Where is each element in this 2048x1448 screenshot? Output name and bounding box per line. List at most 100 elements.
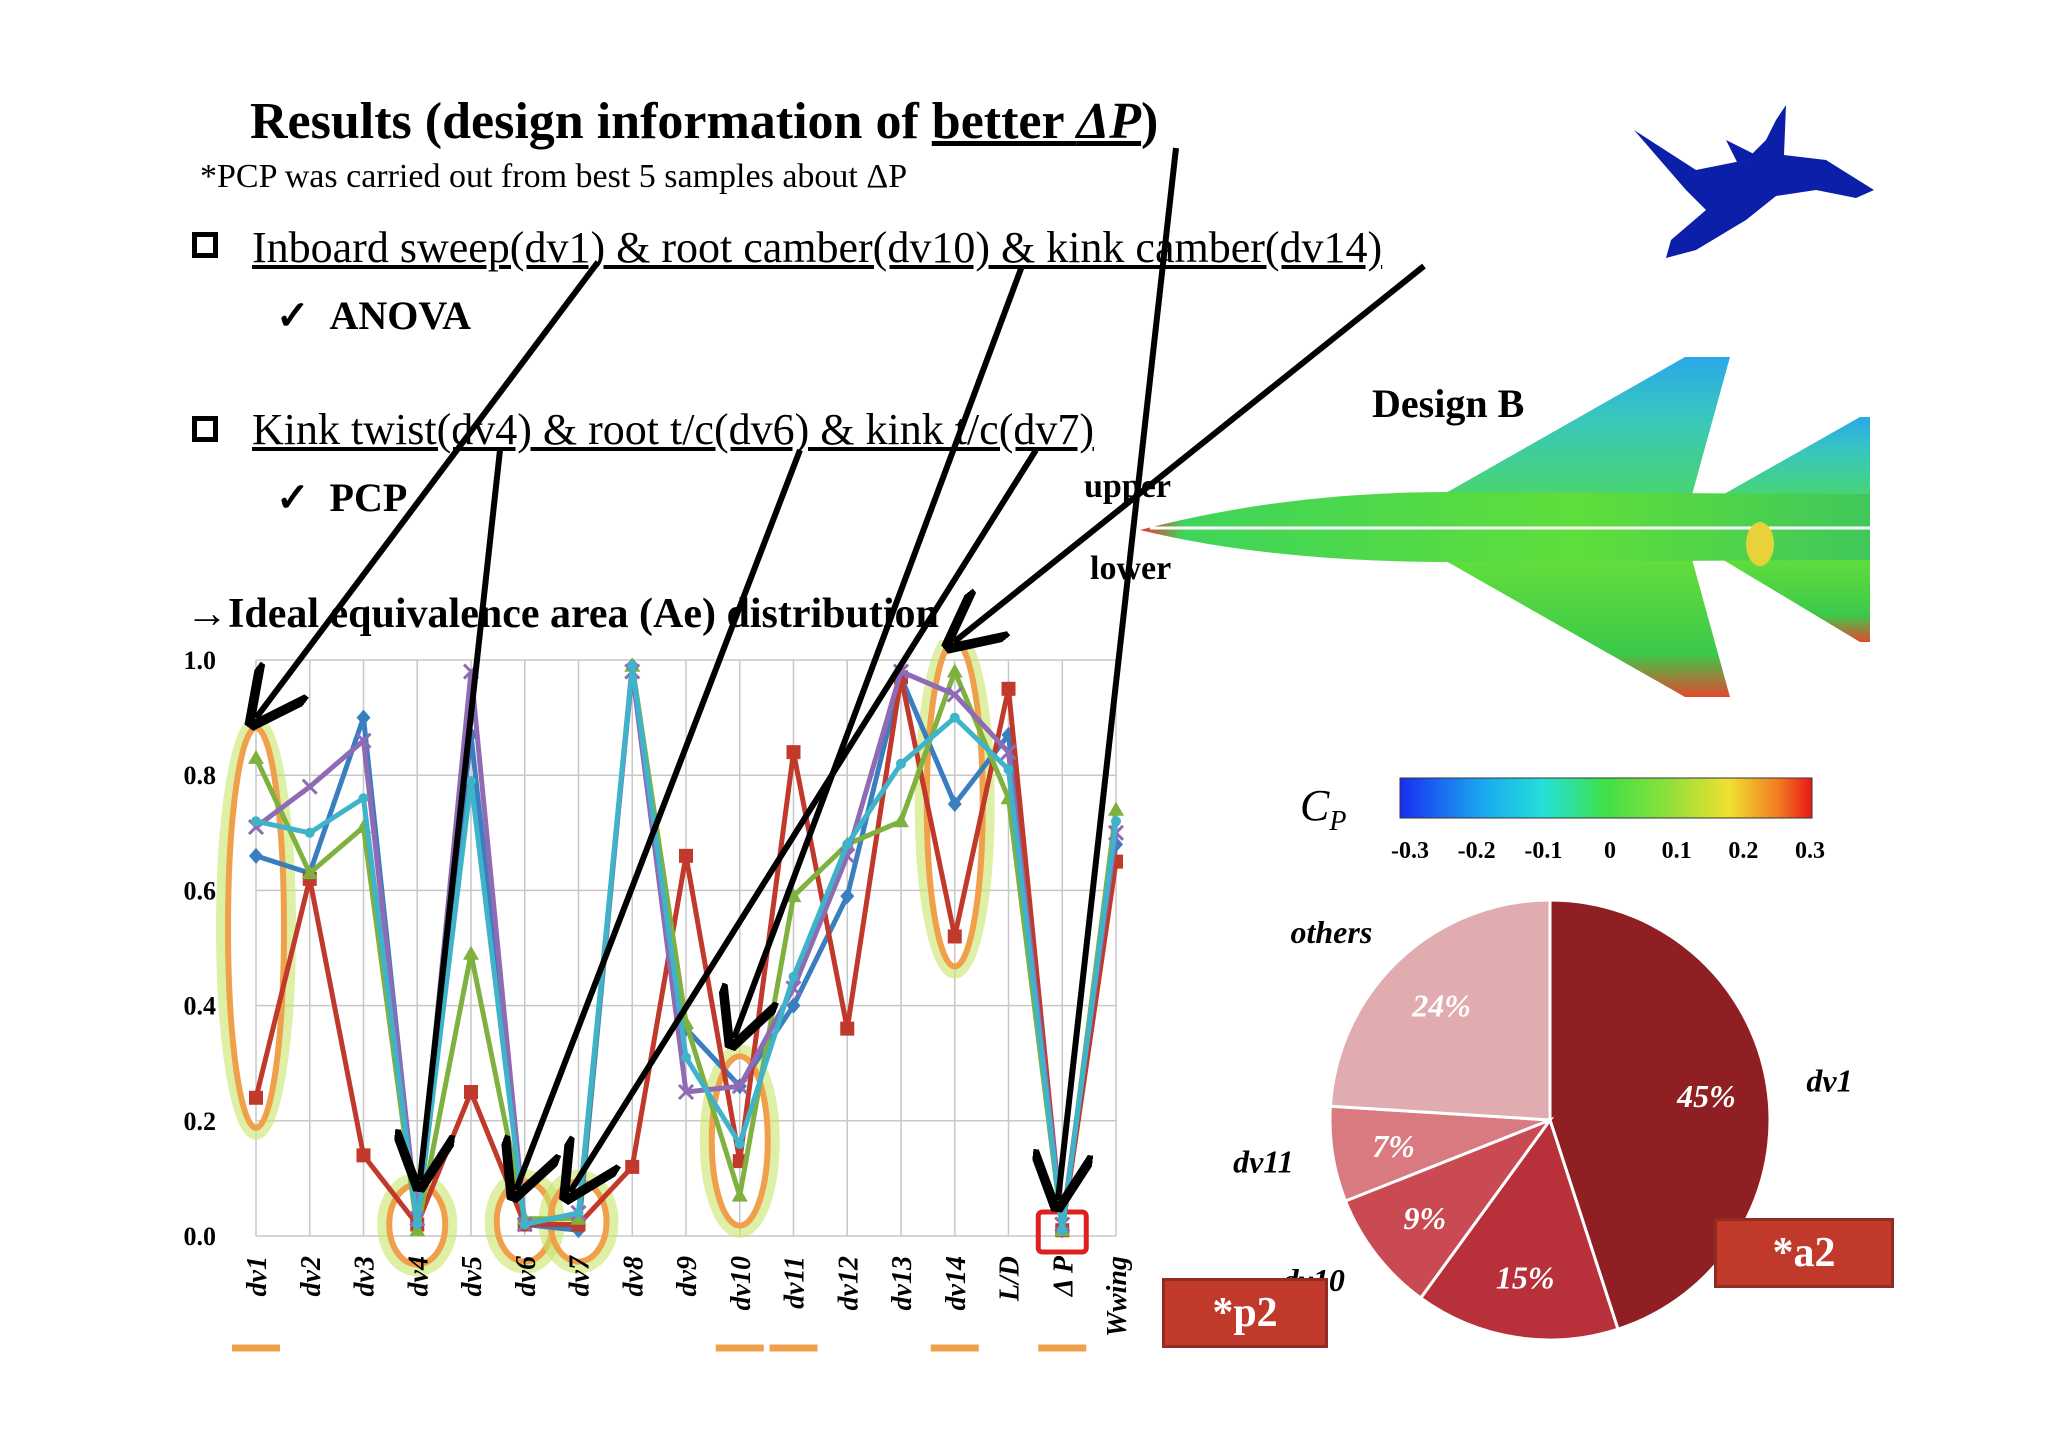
data-point	[681, 1052, 691, 1063]
data-point	[1057, 1225, 1068, 1236]
data-point	[786, 997, 801, 1014]
data-point	[519, 1219, 530, 1230]
colorbar-label-main: C	[1300, 781, 1330, 830]
airplane-icon	[1634, 105, 1874, 258]
data-point	[356, 709, 371, 726]
x-tick-label: dv2	[296, 1256, 327, 1296]
data-point	[1000, 744, 1017, 761]
design-b-label: Design B	[1372, 381, 1525, 426]
title-prefix: Results (design information of	[250, 93, 932, 150]
x-tick-label: dv9	[672, 1256, 703, 1296]
pie-percent-label: 7%	[1372, 1128, 1415, 1164]
colorbar-label-sub: P	[1329, 805, 1347, 837]
colorbar-label: CP	[1300, 780, 1346, 838]
arrow-dv1	[256, 260, 601, 718]
page-title: Results (design information of better ΔP…	[250, 92, 1158, 151]
x-tick-label: dv4	[403, 1256, 434, 1296]
data-point	[466, 775, 476, 786]
data-point	[1108, 801, 1124, 816]
data-point	[840, 1021, 855, 1036]
y-tick-label: 0.6	[184, 876, 217, 905]
x-tick-label: dv14	[941, 1256, 972, 1310]
data-point	[731, 1187, 748, 1202]
check-icon: ✓	[276, 475, 330, 520]
data-point	[947, 796, 962, 812]
data-point	[677, 1083, 695, 1101]
highlight-glow	[914, 640, 995, 979]
pie-slice	[1418, 1116, 1620, 1342]
bullet-1-method: ✓ ANOVA	[276, 292, 471, 339]
y-tick-label: 1.0	[184, 646, 217, 675]
x-tick-label: dv12	[833, 1256, 864, 1310]
data-point	[463, 945, 479, 960]
x-tick-label: dv1	[242, 1256, 273, 1296]
data-point	[248, 749, 264, 764]
check-icon: ✓	[276, 293, 330, 338]
colorbar-tick: -0.2	[1458, 838, 1496, 864]
x-tick-label: dv13	[887, 1256, 918, 1310]
ideal-area-label: →Ideal equivalence area (Ae) distributio…	[186, 591, 939, 637]
tag-p2: *p2	[1162, 1278, 1328, 1348]
title-suffix: )	[1141, 93, 1159, 150]
data-point	[249, 1090, 263, 1105]
data-point	[249, 847, 263, 864]
arrow-dv6	[516, 448, 803, 1190]
data-point	[788, 971, 799, 982]
data-point	[358, 793, 369, 804]
data-point	[1003, 764, 1014, 775]
tag-a2: *a2	[1714, 1218, 1894, 1288]
arrow-dv7	[570, 448, 1039, 1192]
colorbar-tick: 0	[1604, 838, 1616, 864]
colorbar-tick: -0.3	[1391, 838, 1429, 864]
pie-percent-label: 24%	[1411, 988, 1471, 1024]
x-tick-label: L/D	[995, 1256, 1026, 1302]
arrow-dv14	[954, 263, 1426, 642]
title-symbol: ΔP	[1076, 93, 1142, 150]
data-point	[464, 1085, 478, 1099]
data-point	[301, 778, 318, 795]
y-tick-label: 0.8	[184, 761, 217, 790]
pie-percent-label: 9%	[1404, 1200, 1447, 1236]
bullet-box-2	[192, 416, 218, 442]
data-point	[679, 848, 693, 863]
data-point	[842, 839, 853, 850]
data-point	[625, 1159, 640, 1174]
x-tick-label: dv7	[565, 1255, 596, 1296]
data-point	[785, 888, 802, 903]
data-point	[1111, 816, 1121, 827]
title-underlined-text: better	[931, 93, 1077, 150]
arrow-dp	[1058, 147, 1179, 1200]
pie-category-label: dv11	[1233, 1144, 1293, 1180]
data-point	[627, 660, 638, 671]
arrow-dv4	[420, 449, 503, 1180]
pie-percent-label: 45%	[1676, 1078, 1736, 1114]
data-point	[893, 813, 909, 828]
data-point	[840, 888, 855, 905]
pie-category-label: dv1	[1806, 1062, 1852, 1098]
cp-colorbar: -0.3 -0.2 -0.1 0 0.1 0.2 0.3	[1391, 777, 1825, 864]
pie-category-label: dv14	[1478, 1359, 1540, 1360]
bullet-box-1	[192, 232, 218, 258]
upper-label: upper	[1084, 468, 1171, 505]
data-point	[896, 758, 906, 769]
data-point	[947, 929, 962, 944]
pie-category-label: others	[1290, 914, 1372, 950]
colorbar-tick: 0.3	[1795, 838, 1825, 864]
x-tick-label: dv8	[618, 1256, 649, 1296]
data-point	[731, 1078, 748, 1095]
colorbar-tick: -0.1	[1524, 838, 1562, 864]
x-tick-label: Wwing	[1102, 1256, 1133, 1337]
data-point	[949, 712, 960, 723]
bullet-1-method-label: ANOVA	[329, 293, 472, 338]
bullet-2-method: ✓ PCP	[276, 474, 407, 521]
arrow-dv10	[734, 264, 1025, 1038]
colorbar-tick: 0.1	[1662, 838, 1692, 864]
pie-slice	[1328, 898, 1552, 1122]
x-tick-label: dv3	[350, 1256, 381, 1296]
data-point	[355, 732, 372, 749]
data-point	[304, 827, 315, 838]
x-tick-label: Δ P	[1048, 1255, 1079, 1297]
y-tick-label: 0.0	[184, 1222, 217, 1251]
data-point	[301, 865, 318, 880]
